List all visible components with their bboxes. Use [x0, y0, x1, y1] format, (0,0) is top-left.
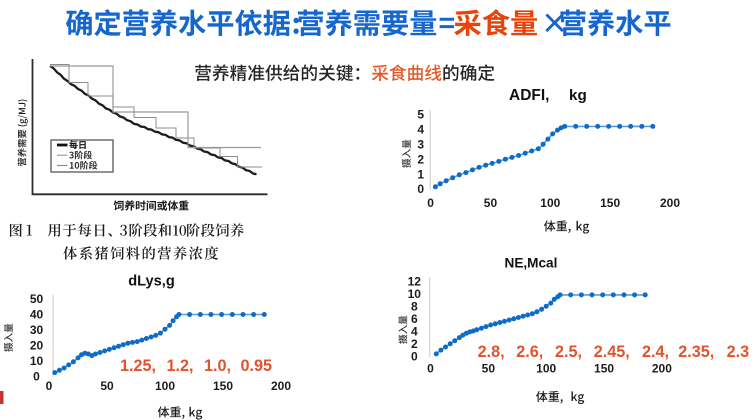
svg-text:ADFI,: ADFI, — [509, 87, 549, 104]
svg-text:0.95: 0.95 — [241, 357, 273, 375]
svg-text:50: 50 — [484, 196, 498, 210]
svg-text:200: 200 — [660, 196, 680, 210]
svg-text:10: 10 — [408, 287, 422, 301]
svg-text:kg: kg — [569, 87, 587, 104]
svg-text:12: 12 — [408, 274, 422, 288]
svg-text:150: 150 — [594, 362, 614, 376]
svg-text:150: 150 — [213, 379, 233, 393]
svg-text:0: 0 — [427, 196, 434, 210]
svg-text:10: 10 — [30, 354, 44, 368]
svg-text:2.8,: 2.8, — [478, 343, 505, 361]
svg-text:2: 2 — [411, 337, 418, 351]
svg-text:1.2,: 1.2, — [167, 357, 194, 375]
svg-text:1.0,: 1.0, — [204, 357, 231, 375]
svg-text:200: 200 — [271, 379, 291, 393]
svg-text:100: 100 — [540, 196, 560, 210]
svg-text:0: 0 — [427, 362, 434, 376]
svg-text:0: 0 — [46, 379, 53, 393]
svg-text:100: 100 — [155, 379, 175, 393]
svg-text:200: 200 — [652, 362, 672, 376]
svg-text:2.3: 2.3 — [727, 343, 750, 361]
svg-text:dLys,g: dLys,g — [128, 274, 175, 290]
svg-text:150: 150 — [600, 196, 620, 210]
svg-text:100: 100 — [536, 362, 556, 376]
svg-text:8: 8 — [411, 299, 418, 313]
svg-text:0: 0 — [417, 182, 424, 196]
svg-text:NE,Mcal: NE,Mcal — [505, 256, 558, 271]
svg-text:4: 4 — [411, 325, 418, 339]
svg-text:50: 50 — [30, 292, 44, 306]
svg-text:2.4,: 2.4, — [642, 343, 669, 361]
svg-text:2.5,: 2.5, — [555, 343, 582, 361]
svg-text:6: 6 — [411, 312, 418, 326]
svg-text:50: 50 — [482, 362, 496, 376]
svg-text:5: 5 — [417, 108, 424, 122]
svg-text:0: 0 — [411, 350, 418, 364]
svg-text:1.25,: 1.25, — [120, 357, 156, 375]
svg-text:20: 20 — [30, 339, 44, 353]
svg-text:4: 4 — [417, 123, 424, 137]
svg-text:0: 0 — [33, 370, 40, 384]
svg-text:2.45,: 2.45, — [594, 343, 630, 361]
svg-text:2.6,: 2.6, — [516, 343, 543, 361]
svg-text:2: 2 — [417, 152, 424, 166]
svg-text:2.35,: 2.35, — [678, 343, 714, 361]
svg-text:1: 1 — [417, 167, 424, 181]
svg-text:50: 50 — [100, 379, 114, 393]
svg-text:40: 40 — [30, 308, 44, 322]
svg-text:30: 30 — [30, 323, 44, 337]
svg-text:3: 3 — [417, 138, 424, 152]
